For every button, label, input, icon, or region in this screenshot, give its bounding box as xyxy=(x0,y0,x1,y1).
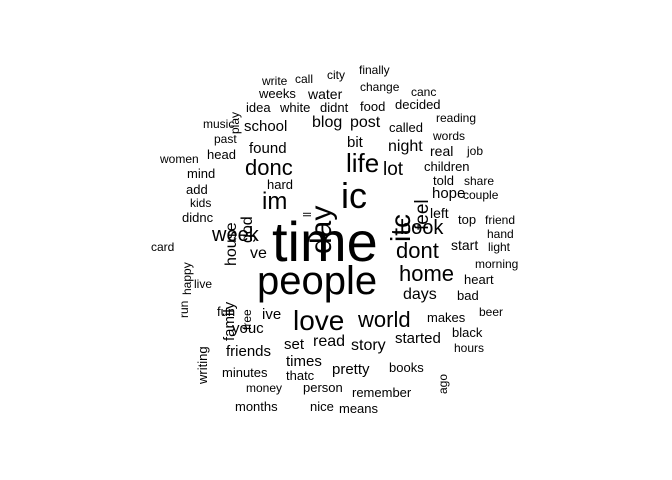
word-hours: hours xyxy=(454,341,485,355)
word-youc: youc xyxy=(232,320,264,337)
word-fun: fun xyxy=(217,304,236,319)
word-friends: friends xyxy=(226,343,272,360)
word-start: start xyxy=(451,237,479,253)
word-ic: ic xyxy=(341,175,367,216)
word-night: night xyxy=(388,138,423,155)
word-bad: bad xyxy=(457,288,479,303)
word-call: call xyxy=(295,72,314,86)
word-makes: makes xyxy=(427,310,466,325)
word-set: set xyxy=(284,336,305,353)
word-started: started xyxy=(395,330,441,347)
word-love: love xyxy=(293,305,345,336)
word-book: book xyxy=(400,217,444,239)
word-women: women xyxy=(160,152,199,166)
word-ve: ve xyxy=(250,245,267,262)
word-ive: ive xyxy=(262,306,282,323)
word-blog: blog xyxy=(312,114,343,131)
word-months: months xyxy=(235,399,278,414)
word-times: times xyxy=(286,353,322,370)
word-bit: bit xyxy=(347,134,363,151)
word-canc: canc xyxy=(411,85,437,99)
word-im: im xyxy=(262,188,288,215)
word-words: words xyxy=(433,129,466,143)
word-story: story xyxy=(351,337,386,354)
word-week: week xyxy=(212,224,259,246)
word-ll: ll xyxy=(302,212,314,217)
word-idea: idea xyxy=(246,100,271,115)
word-light: light xyxy=(488,240,511,254)
word-people: people xyxy=(257,259,378,303)
word-hand: hand xyxy=(487,227,514,241)
word-thatc: thatc xyxy=(286,368,315,383)
word-live: live xyxy=(194,277,213,291)
word-writing: writing xyxy=(195,346,210,384)
word-pretty: pretty xyxy=(332,361,370,378)
word-told: told xyxy=(433,173,454,188)
word-past: past xyxy=(214,132,237,146)
word-weeks: weeks xyxy=(259,86,296,101)
word-money: money xyxy=(246,381,283,395)
word-minutes: minutes xyxy=(222,365,268,380)
word-real: real xyxy=(430,143,454,159)
word-world: world xyxy=(358,307,411,332)
word-add: add xyxy=(186,182,208,197)
word-decided: decided xyxy=(395,97,441,112)
word-nice: nice xyxy=(310,399,334,414)
word-person: person xyxy=(303,380,343,395)
word-white: white xyxy=(280,100,311,115)
word-didnt: didnt xyxy=(320,100,349,115)
word-days: days xyxy=(403,286,437,303)
word-life: life xyxy=(346,148,380,178)
word-god: god xyxy=(239,216,256,243)
word-didnc: didnc xyxy=(182,210,214,225)
word-lot: lot xyxy=(383,159,404,180)
word-beer: beer xyxy=(479,305,504,319)
word-donc: donc xyxy=(245,155,293,180)
word-dont: dont xyxy=(396,238,439,263)
word-black: black xyxy=(452,325,483,340)
word-means: means xyxy=(339,401,379,416)
word-left: left xyxy=(430,205,449,221)
word-found: found xyxy=(249,140,287,157)
word-water: water xyxy=(308,86,343,102)
word-finally: finally xyxy=(359,63,390,77)
word-top: top xyxy=(458,212,477,227)
word-free: free xyxy=(240,309,254,330)
word-happy: happy xyxy=(180,262,194,295)
word-hope: hope xyxy=(432,185,466,202)
word-remember: remember xyxy=(352,385,412,400)
word-run: run xyxy=(177,300,191,318)
word-change: change xyxy=(360,80,400,94)
word-post: post xyxy=(350,114,381,131)
word-school: school xyxy=(244,118,288,135)
word-card: card xyxy=(151,240,175,254)
word-job: job xyxy=(467,144,484,158)
word-time: time xyxy=(272,210,378,273)
word-read: read xyxy=(313,333,346,350)
word-reading: reading xyxy=(436,111,477,125)
word-mind: mind xyxy=(187,166,216,181)
word-hard: hard xyxy=(267,177,294,192)
word-heart: heart xyxy=(464,272,494,287)
word-ago: ago xyxy=(436,373,450,394)
word-morning: morning xyxy=(475,257,519,271)
word-called: called xyxy=(389,120,423,135)
word-head: head xyxy=(207,147,236,162)
word-home: home xyxy=(399,261,455,286)
word-house: house xyxy=(223,222,240,266)
word-music: music xyxy=(203,117,235,131)
word-share: share xyxy=(464,174,495,188)
word-city: city xyxy=(327,68,345,82)
word-friend: friend xyxy=(485,213,516,227)
word-books: books xyxy=(389,360,424,375)
word-write: write xyxy=(262,74,288,88)
word-food: food xyxy=(360,99,386,114)
word-couple: couple xyxy=(463,188,499,202)
word-kids: kids xyxy=(190,196,212,210)
word-children: children xyxy=(424,159,470,174)
